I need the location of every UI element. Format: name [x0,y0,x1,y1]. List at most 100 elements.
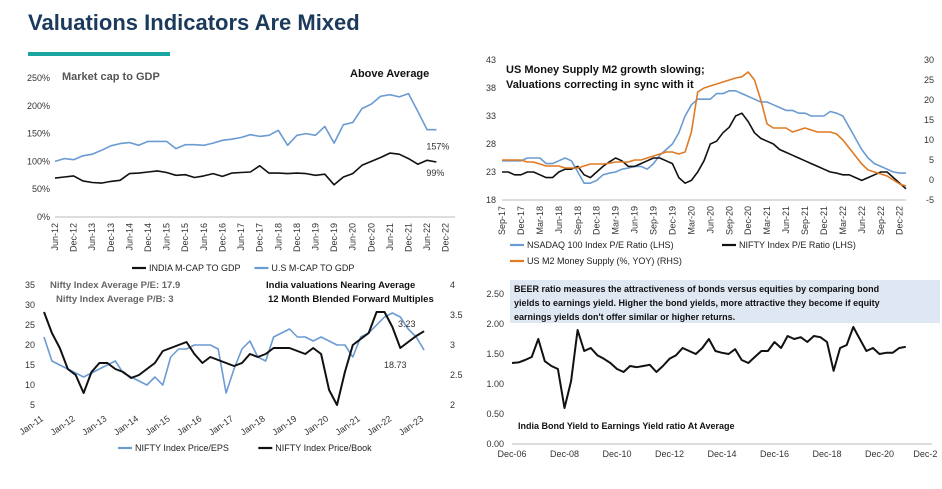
rhs-tick-label: 25 [924,75,934,85]
note-line: earnings yields don't offer similar or h… [514,312,735,322]
rhs-tick-label: 2 [450,400,455,410]
y-tick-label: 0% [37,212,50,222]
x-tick-label: Jan-14 [112,413,140,437]
legend-label: U.S M-CAP TO GDP [271,263,354,273]
x-tick-label: Dec-16 [217,223,227,252]
x-tick-label: Dec-14 [143,223,153,252]
chart-title-line1: US Money Supply M2 growth slowing; [506,64,705,76]
note-line: yields to earnings yield. Higher the bon… [514,298,880,308]
series-beer-ratio [511,326,906,409]
lhs-tick-label: 25 [25,320,35,330]
x-tick-label: Jun-14 [124,223,134,251]
rhs-tick-label: 0 [929,175,934,185]
series-india-m-cap-to-gdp [54,152,437,186]
rhs-tick-label: 15 [924,115,934,125]
x-tick-label: Dec-18 [592,206,602,235]
lhs-tick-label: 30 [25,300,35,310]
x-tick-label: Jun-12 [50,223,60,251]
x-tick-label: Dec-17 [255,223,265,252]
y-tick-label: 250% [27,73,50,83]
legend-label: NIFTY Index P/E Ratio (LHS) [739,240,856,250]
x-tick-label: Jun-19 [310,223,320,251]
x-tick-label: Jan-20 [302,413,330,437]
rhs-tick-label: 4 [450,280,455,290]
x-tick-label: Dec-20 [366,223,376,252]
lhs-tick-label: 15 [25,360,35,370]
x-tick-label: Jun-22 [857,206,867,234]
x-tick-label: Jan-22 [365,413,393,437]
avg-pb-text: Nifty Index Average P/B: 3 [56,294,174,305]
x-tick-label: Dec-13 [106,223,116,252]
legend-label: NSADAQ 100 Index P/E Ratio (LHS) [527,240,674,250]
x-tick-label: Dec-20 [743,206,753,235]
legend-label: NIFTY Index Price/EPS [135,443,229,453]
x-tick-label: Jun-20 [705,206,715,234]
x-tick-label: Mar-22 [838,206,848,235]
x-tick-label: Dec-2 [913,449,937,459]
x-tick-label: Dec-15 [180,223,190,252]
y-tick-label: 2.00 [486,319,504,329]
note-box [510,280,940,323]
x-tick-label: Mar-21 [762,206,772,235]
x-tick-label: Jun-15 [162,223,172,251]
page-title: Valuations Indicators Are Mixed [28,10,360,35]
series-nsadaq-100-index-p-e-ratio-lhs [502,89,906,184]
x-tick-label: Dec-21 [819,206,829,235]
forward-multiples-text: 12 Month Blended Forward Multiples [268,294,434,305]
x-tick-label: Dec-08 [550,449,579,459]
lhs-tick-label: 23 [486,167,496,177]
x-tick-label: Dec-12 [69,223,79,252]
x-tick-label: Mar-19 [611,206,621,235]
x-tick-label: Jun-22 [422,223,432,251]
chart-title: Market cap to GDP [62,71,160,83]
x-tick-label: Jan-11 [17,413,45,437]
rhs-tick-label: 20 [924,95,934,105]
x-tick-label: Dec-22 [895,206,905,235]
nifty-valuation-chart: 5 10 15 20 25 30 35 2 2.5 3 3.5 4 Nifty Index Averag… [17,280,462,453]
end-label-india: 99% [426,168,444,178]
x-tick-label: Dec-17 [516,206,526,235]
x-tick-label: Mar-18 [535,206,545,235]
x-tick-label: Jun-16 [199,223,209,251]
end-label-pe: 18.73 [384,360,407,370]
lhs-tick-label: 10 [25,380,35,390]
x-tick-label: Dec-14 [707,449,736,459]
x-tick-label: Sep-19 [649,206,659,235]
x-tick-label: Sep-18 [573,206,583,235]
y-tick-label: 100% [27,156,50,166]
y-tick-label: 50% [32,184,50,194]
note-line: BEER ratio measures the attractiveness o… [514,284,879,294]
x-tick-label: Jun-20 [348,223,358,251]
lhs-tick-label: 35 [25,280,35,290]
x-tick-label: Dec-16 [760,449,789,459]
x-tick-label: Jun-21 [385,223,395,251]
x-tick-label: Jan-18 [239,413,267,437]
end-label-us: 157% [426,142,449,152]
x-tick-label: Dec-18 [292,223,302,252]
x-tick-label: Sep-20 [724,206,734,235]
series-nifty-index-price-book [43,311,425,406]
x-tick-label: Dec-19 [329,223,339,252]
x-tick-label: Jan-17 [207,413,235,437]
y-tick-label: 2.50 [486,289,504,299]
money-supply-chart: 18 23 28 33 38 43 -5 0 5 10 15 20 25 30 US Money Suppl… [486,55,934,266]
y-tick-label: 1.50 [486,349,504,359]
x-tick-label: Jan-23 [397,413,425,437]
lhs-tick-label: 5 [30,400,35,410]
lhs-tick-label: 38 [486,83,496,93]
beer-ratio-chart: BEER ratio measures the attractiveness o… [486,280,940,459]
x-tick-label: Dec-22 [441,223,451,252]
x-tick-label: Dec-20 [865,449,894,459]
x-tick-label: Jun-21 [781,206,791,234]
x-tick-label: Sep-22 [876,206,886,235]
nearing-average-text: India valuations Nearing Average [266,280,415,291]
title-underline [28,52,170,56]
chart-annotation: Above Average [350,68,429,80]
x-tick-label: Jun-18 [273,223,283,251]
x-tick-label: Dec-10 [602,449,631,459]
x-tick-label: Jan-12 [49,413,77,437]
x-tick-label: Dec-18 [812,449,841,459]
x-tick-label: Jun-17 [236,223,246,251]
y-tick-label: 150% [27,129,50,139]
legend-label: NIFTY Index Price/Book [275,443,372,453]
